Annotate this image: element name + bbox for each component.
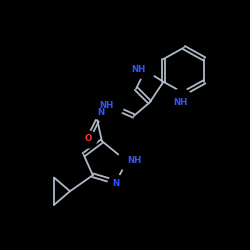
Text: NH: NH: [127, 156, 141, 165]
Text: NH: NH: [99, 101, 113, 110]
Text: O: O: [84, 134, 92, 143]
Text: N: N: [112, 179, 119, 188]
Text: N: N: [97, 108, 104, 117]
Text: NH: NH: [174, 98, 188, 107]
Text: NH: NH: [131, 65, 145, 74]
